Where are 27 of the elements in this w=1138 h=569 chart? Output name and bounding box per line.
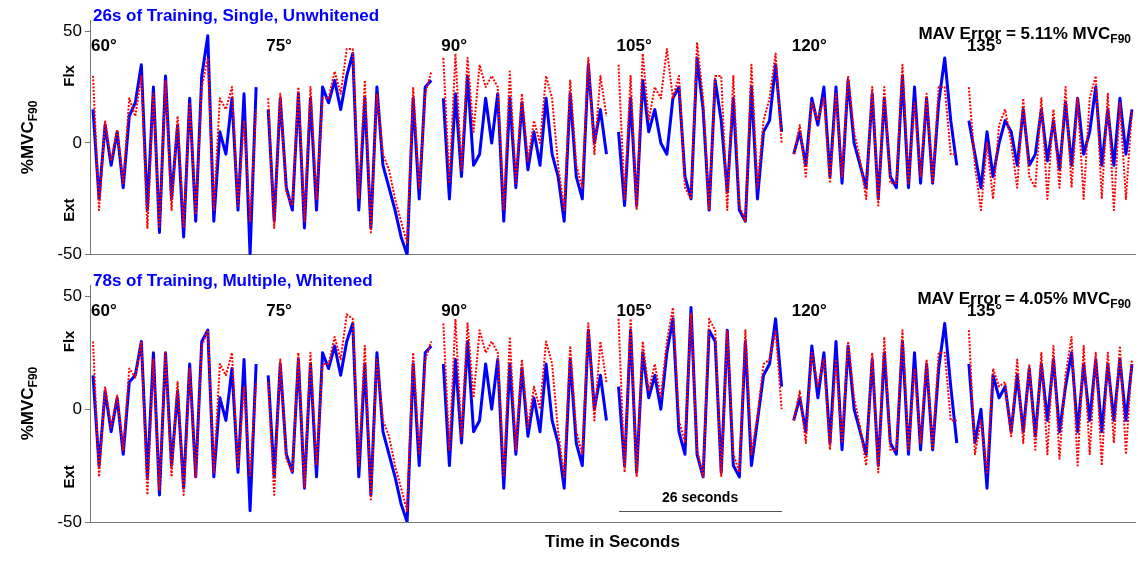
- text: Ext: [60, 198, 78, 222]
- chart-title: 78s of Training, Multiple, Whitened: [93, 270, 373, 290]
- annotation: 26 seconds: [660, 488, 740, 506]
- y-tick-label: -50: [57, 511, 82, 531]
- annotation: 75°: [266, 35, 293, 55]
- text: Ext: [60, 465, 78, 489]
- y-tick-label: 50: [63, 20, 82, 40]
- annotation: 75°: [266, 300, 293, 320]
- text: Flx: [60, 64, 78, 87]
- annotation: 90°: [441, 35, 468, 55]
- annotation: 105°: [616, 35, 652, 55]
- y-axis-title: %MVCF90: [17, 366, 41, 441]
- y-tick-label: 0: [72, 398, 82, 418]
- x-axis-title: Time in Seconds: [545, 531, 680, 551]
- annotation: 120°: [791, 35, 828, 55]
- annotation: 120°: [791, 300, 828, 320]
- text: Flx: [60, 329, 78, 353]
- y-axis-title: %MVCF90: [17, 100, 41, 175]
- annotation: 60°: [91, 300, 117, 320]
- y-tick-label: 0: [72, 132, 82, 152]
- annotation: 105°: [616, 300, 652, 320]
- y-tick-label: -50: [57, 244, 82, 264]
- scale-indicator: 26 seconds: [618, 488, 782, 512]
- chart-title: 26s of Training, Single, Unwhitened: [93, 5, 380, 25]
- annotation: 60°: [91, 35, 117, 55]
- annotation: 90°: [441, 300, 468, 320]
- y-tick-label: 50: [63, 285, 82, 305]
